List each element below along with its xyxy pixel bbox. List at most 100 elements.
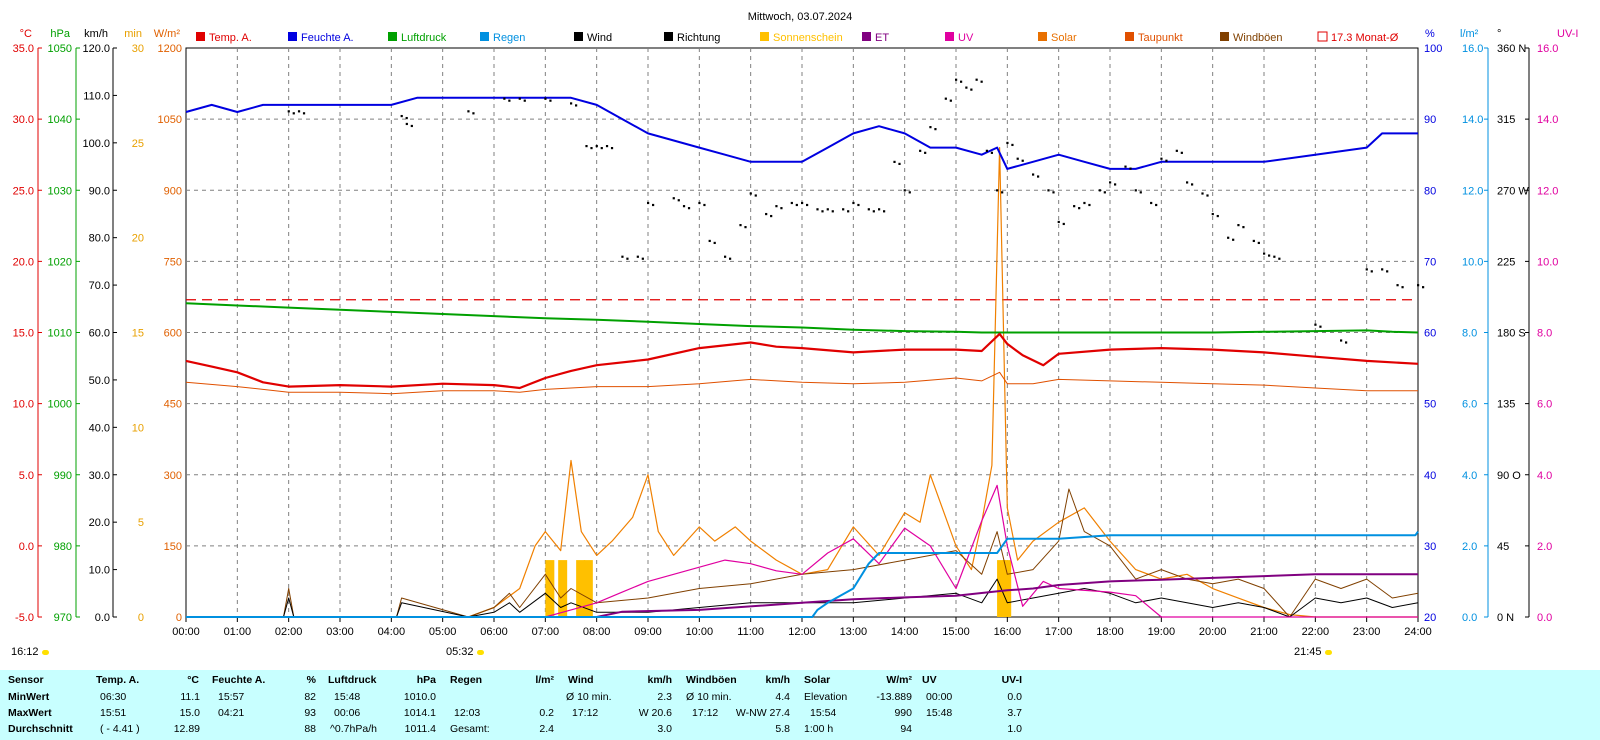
stats-min-uv: 0.0 (1007, 691, 1022, 703)
stats-avg-label: Durchschnitt (8, 723, 73, 735)
legend: Temp. A. Feuchte A. Luftdruck Regen Wind Rich… (196, 31, 1399, 44)
x-tick-label: 06:00 (480, 626, 508, 638)
stats-header-press-unit: hPa (416, 674, 436, 686)
stats-avg-temp-time: ( - 4.41 ) (100, 723, 140, 735)
direction-point (1037, 175, 1040, 178)
direction-point (1268, 254, 1271, 257)
axis-tick-label: 12.0 (1462, 185, 1483, 197)
stats-header-gust: Windböen (686, 674, 737, 686)
axis-tick-label: 900 (164, 185, 182, 197)
x-tick-label: 02:00 (275, 626, 303, 638)
direction-point (544, 97, 547, 100)
weather-chart: 00:00 01:00 02:00 03:00 04:00 05:00 06:00 07:00… (13, 11, 1579, 638)
stats-avg-press-time: ^0.7hPa/h (330, 723, 377, 735)
x-tick-label: 15:00 (942, 626, 970, 638)
legend-swatch (196, 32, 205, 41)
x-tick-label: 13:00 (840, 626, 868, 638)
direction-point (775, 205, 778, 208)
axis-tick-label: 80.0 (89, 233, 110, 245)
stats-header-temp-unit: °C (187, 674, 199, 686)
direction-point (1103, 191, 1106, 194)
x-tick-label: 11:00 (737, 626, 764, 638)
stats-header-wind-unit: km/h (647, 674, 672, 686)
axis-tick-label: 1050 (48, 43, 72, 55)
stats-max-gust-time: 17:12 (692, 707, 719, 719)
direction-point (770, 214, 773, 218)
x-tick-label: 22:00 (1302, 626, 1330, 638)
stats-min-solar: -13.889 (876, 691, 912, 703)
direction-point (1006, 141, 1009, 145)
stats-min-wind: 2.3 (657, 691, 672, 703)
axis-tick-label: 2.0 (1462, 541, 1477, 553)
legend-label: UV (958, 32, 974, 44)
axis-tick-label: 5.0 (19, 470, 34, 482)
series-temp-a-line (185, 332, 1419, 390)
axis-tick-label: -5.0 (15, 612, 34, 624)
direction-point (1319, 325, 1322, 328)
stats-max-label: MaxWert (8, 707, 52, 719)
direction-point (1417, 284, 1420, 287)
axis-tick-label: 20 (1424, 612, 1436, 624)
legend-label: Feuchte A. (301, 32, 354, 44)
direction-point (600, 146, 603, 150)
legend-swatch (760, 32, 769, 41)
direction-point (1345, 341, 1348, 344)
x-tick-label: 19:00 (1148, 626, 1176, 638)
axis-tick-label: 12.0 (1537, 185, 1558, 197)
x-tick-label: 21:00 (1250, 626, 1278, 638)
direction-point (410, 124, 413, 128)
axis-tick-label: 50 (1424, 399, 1436, 411)
x-tick-label: 16:00 (994, 626, 1022, 638)
axis-unit: km/h (84, 28, 108, 40)
direction-point (652, 203, 655, 207)
direction-point (965, 86, 968, 89)
axis-tick-label: 20 (132, 233, 144, 245)
stats-avg-rain-time: Gesamt: (450, 723, 490, 735)
direction-point (960, 80, 963, 83)
direction-point (919, 149, 922, 152)
direction-point (687, 207, 691, 210)
axis-tick-label: 10 (132, 422, 144, 434)
legend-swatch (1317, 31, 1328, 42)
legend-label: Luftdruck (401, 32, 447, 44)
direction-point (1001, 191, 1004, 194)
direction-point (302, 112, 306, 115)
direction-point (405, 116, 408, 120)
stats-min-press-time: 15:48 (334, 691, 361, 703)
direction-point (1257, 241, 1260, 245)
axis-unit: ° (1497, 28, 1501, 40)
direction-point (1206, 194, 1209, 197)
stats-avg-solar-time: 1:00 h (804, 723, 834, 735)
stats-header-hum: Feuchte A. (212, 674, 266, 686)
direction-point (898, 162, 901, 165)
legend-swatch (1220, 32, 1229, 41)
direction-point (1160, 157, 1163, 160)
direction-point (1052, 191, 1055, 194)
stats-header-wind: Wind (568, 674, 594, 686)
direction-point (883, 210, 886, 213)
axis-tick-label: 40 (1424, 470, 1436, 482)
legend-swatch (1038, 32, 1047, 41)
direction-point (518, 97, 521, 100)
direction-point (1180, 151, 1183, 154)
legend-label: Windböen (1233, 32, 1283, 44)
stats-avg-solar: 94 (900, 723, 912, 735)
direction-point (1021, 159, 1024, 162)
direction-point (857, 203, 860, 207)
x-tick-label: 04:00 (378, 626, 406, 638)
direction-point (996, 189, 999, 192)
stats-max-hum: 93 (304, 707, 316, 719)
axis-tick-label: 4.0 (1462, 470, 1477, 482)
stats-max-uv: 3.7 (1007, 707, 1022, 719)
stats-min-wind-time: Ø 10 min. (566, 691, 612, 703)
sunshine-bar (1002, 560, 1012, 617)
legend-label: Wind (587, 32, 612, 44)
axis-unit: % (1425, 28, 1435, 40)
stats-max-temp: 15.0 (179, 707, 200, 719)
series-et-line (186, 573, 1418, 618)
axis-tick-label: 20.0 (89, 517, 110, 529)
stats-min-solar-time: Elevation (804, 691, 848, 703)
direction-point (1252, 239, 1255, 243)
axis-tick-label: 0 (176, 612, 182, 624)
stats-min-gust: 4.4 (775, 691, 790, 703)
